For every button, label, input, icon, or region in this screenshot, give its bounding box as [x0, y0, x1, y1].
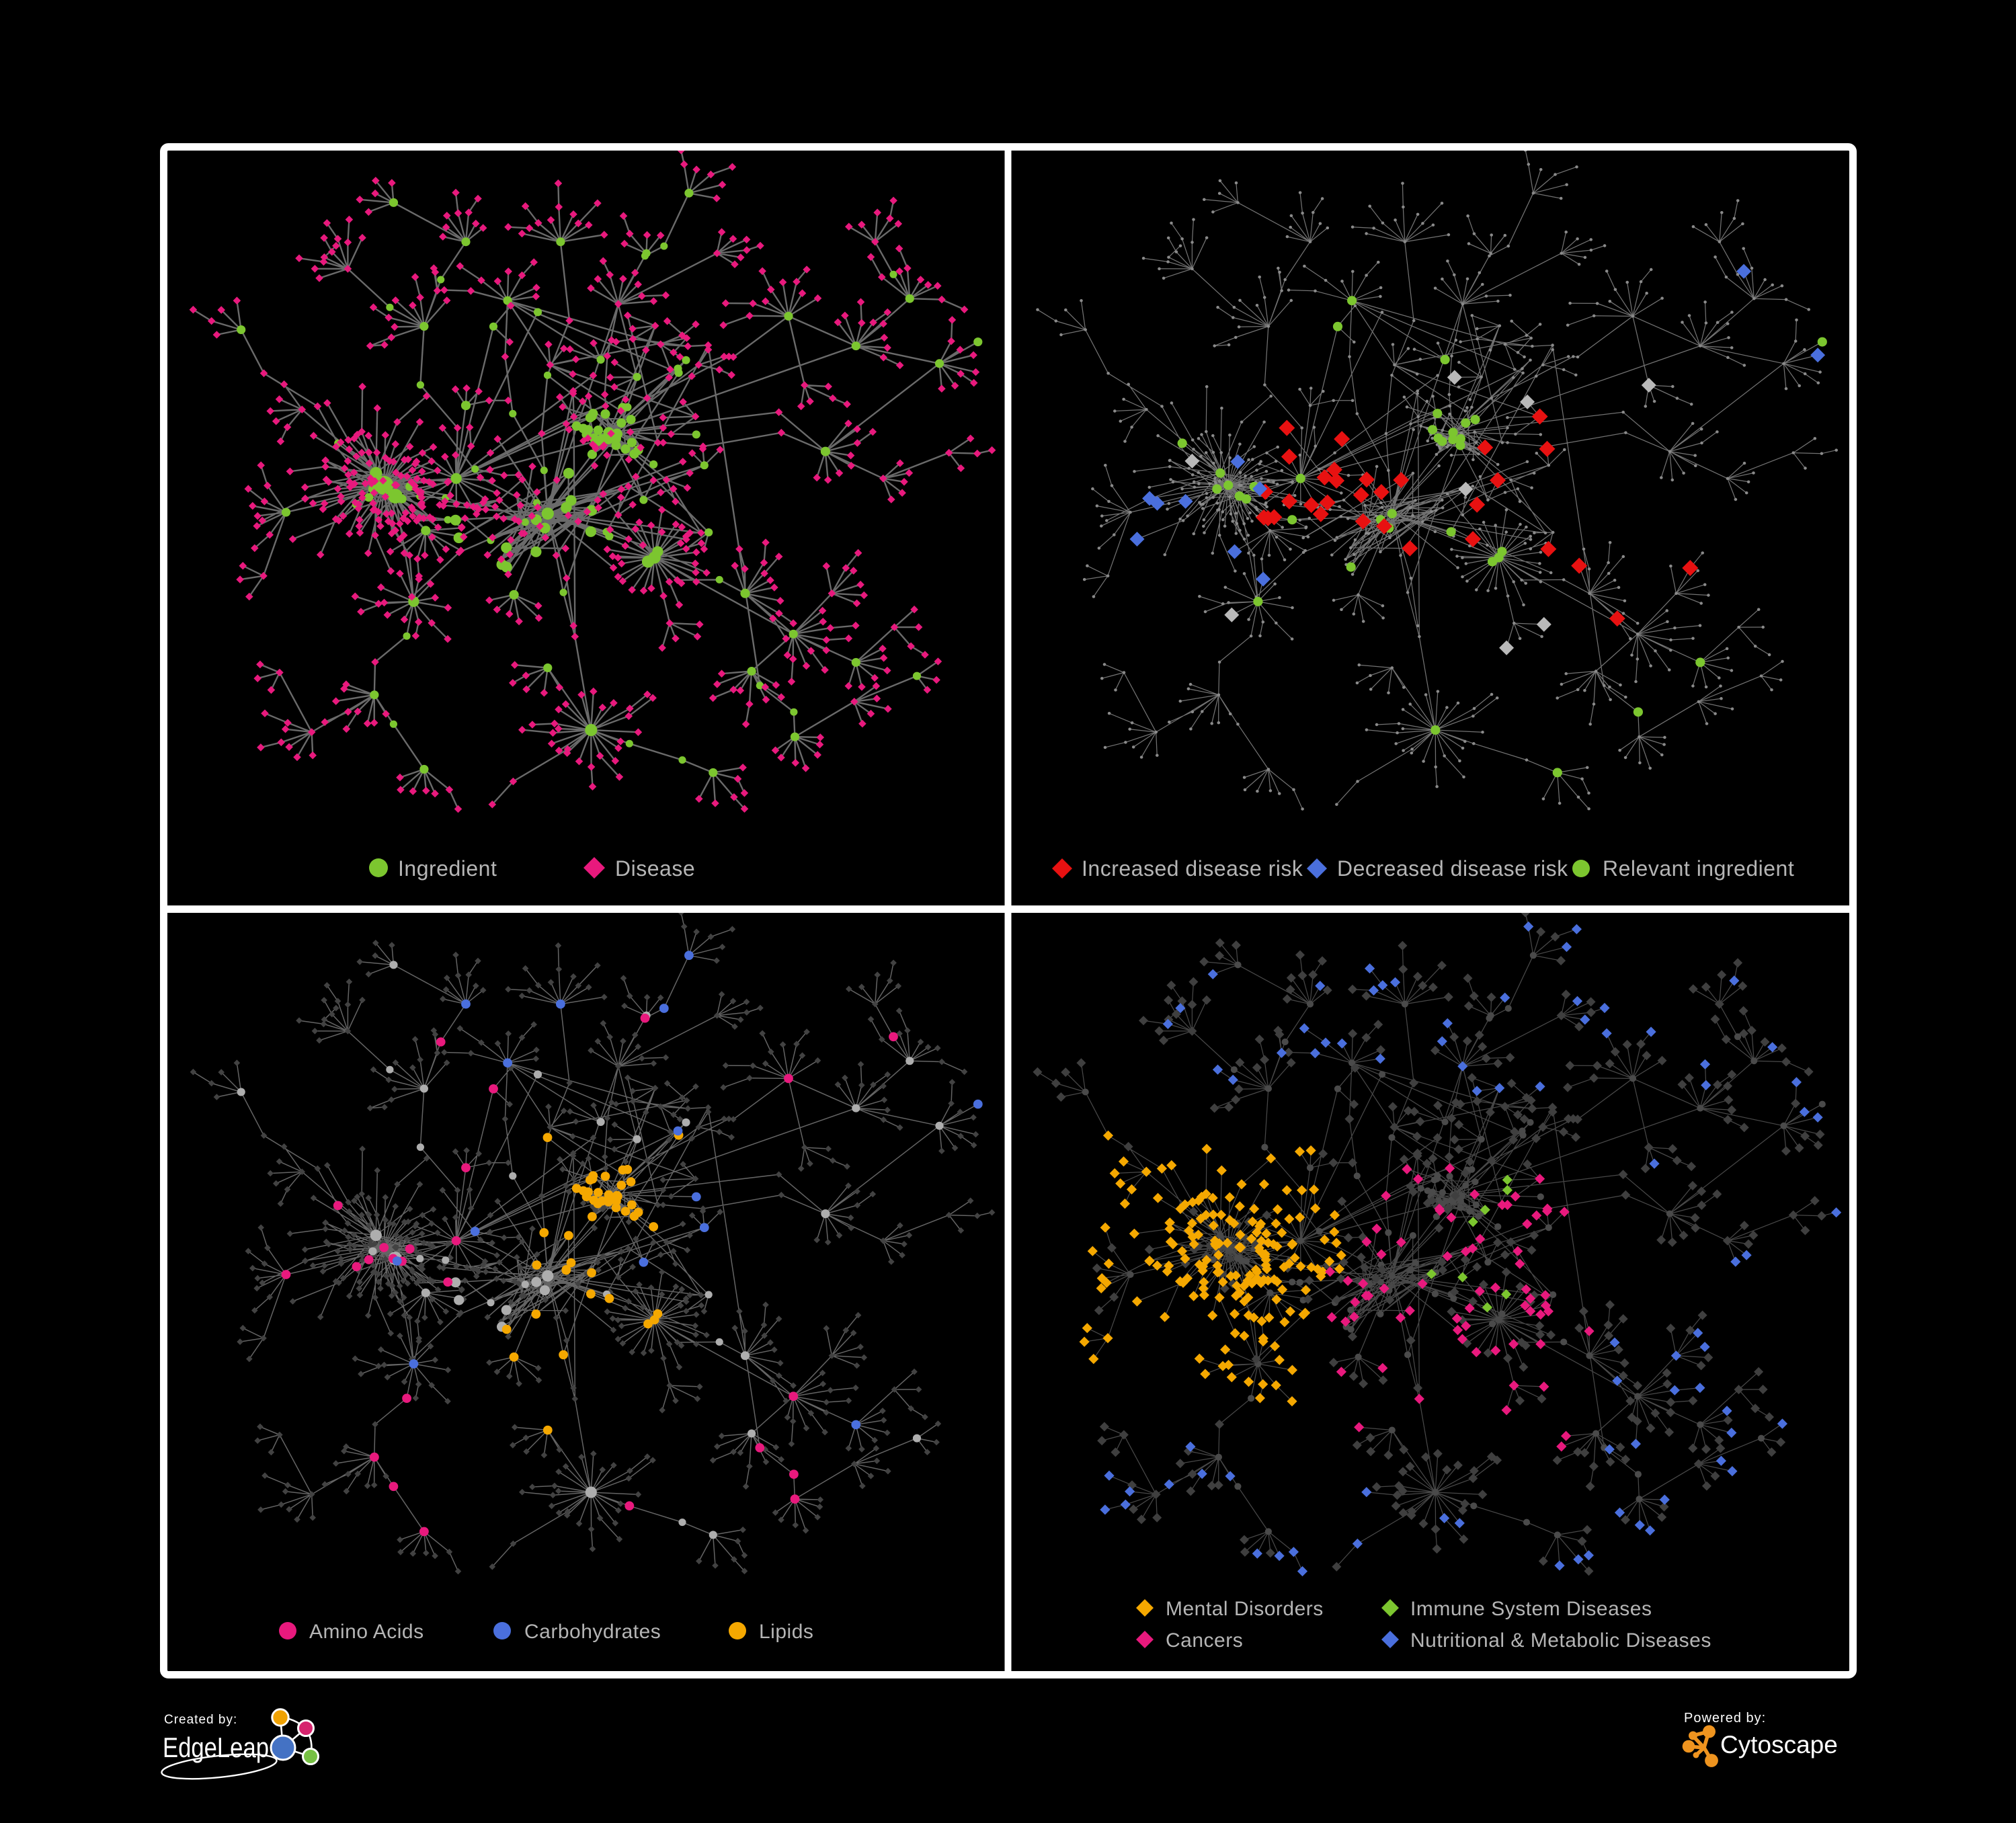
- svg-text:Amino Acids: Amino Acids: [309, 1621, 424, 1643]
- svg-text:Disease: Disease: [615, 856, 695, 881]
- svg-text:Cancers: Cancers: [1166, 1629, 1243, 1652]
- svg-text:Nutritional & Metabolic Diseas: Nutritional & Metabolic Diseases: [1410, 1629, 1711, 1652]
- svg-text:Created by:: Created by:: [164, 1713, 237, 1727]
- svg-text:Cytoscape: Cytoscape: [1720, 1731, 1838, 1758]
- svg-text:Mental Disorders: Mental Disorders: [1166, 1598, 1324, 1620]
- svg-text:Carbohydrates: Carbohydrates: [524, 1621, 661, 1643]
- svg-text:Relevant ingredient: Relevant ingredient: [1603, 856, 1794, 881]
- svg-text:Decreased disease risk: Decreased disease risk: [1337, 856, 1568, 881]
- svg-text:Powered by:: Powered by:: [1684, 1711, 1766, 1726]
- svg-text:Lipids: Lipids: [759, 1621, 813, 1643]
- svg-text:Ingredient: Ingredient: [398, 856, 497, 881]
- svg-text:Immune System Diseases: Immune System Diseases: [1410, 1598, 1652, 1620]
- svg-text:EdgeLeap: EdgeLeap: [163, 1732, 269, 1763]
- svg-text:Increased disease risk: Increased disease risk: [1082, 856, 1303, 881]
